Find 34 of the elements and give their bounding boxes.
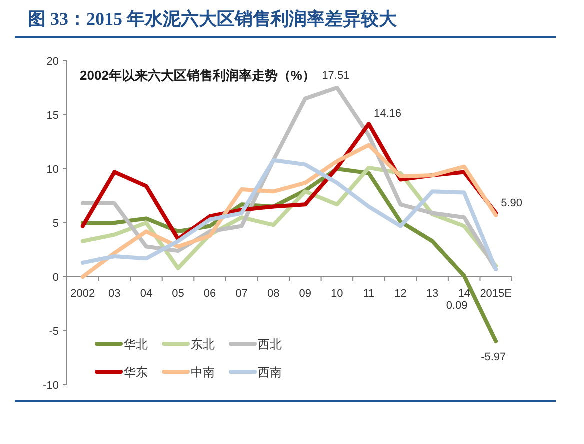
- y-tick-label: 10: [46, 164, 59, 176]
- x-tick-label: 06: [204, 288, 216, 300]
- x-tick-label: 10: [331, 288, 344, 300]
- legend-label: 东北: [191, 338, 215, 352]
- x-tick-label: 08: [267, 288, 280, 300]
- chart-title: 图 33：2015 年水泥六大区销售利润率差异较大: [28, 9, 398, 29]
- x-tick-label: 2002: [70, 288, 96, 300]
- data-label: 14.16: [374, 108, 402, 120]
- x-tick-label: 2015E: [480, 288, 512, 300]
- data-label: -5.97: [481, 351, 506, 364]
- legend-label: 华东: [124, 366, 148, 380]
- x-tick-label: 14: [458, 288, 470, 300]
- y-tick-label: 0: [52, 272, 59, 284]
- y-tick-label: 5: [52, 218, 59, 230]
- y-tick-label: 15: [46, 110, 59, 122]
- x-tick-label: 05: [172, 288, 184, 300]
- text: 2002年以来六大区销售利润率走势（%）: [80, 68, 316, 83]
- legend-label: 中南: [191, 366, 215, 380]
- x-tick-label: 09: [299, 288, 312, 300]
- legend-label: 华北: [124, 338, 148, 352]
- x-tick-label: 03: [108, 288, 121, 300]
- y-tick-label: -10: [43, 380, 59, 392]
- data-label: 0.09: [446, 300, 468, 312]
- data-label: 17.51: [322, 70, 350, 82]
- legend-label: 西北: [258, 338, 282, 352]
- x-tick-label: 12: [394, 288, 407, 300]
- x-tick-label: 13: [426, 288, 439, 300]
- x-tick-label: 11: [363, 288, 375, 300]
- x-tick-label: 04: [140, 288, 153, 300]
- legend-label: 西南: [258, 366, 282, 380]
- y-tick-label: 20: [46, 56, 59, 68]
- x-tick-label: 07: [236, 288, 248, 300]
- data-label: 5.90: [501, 197, 523, 210]
- y-tick-label: -5: [49, 326, 59, 338]
